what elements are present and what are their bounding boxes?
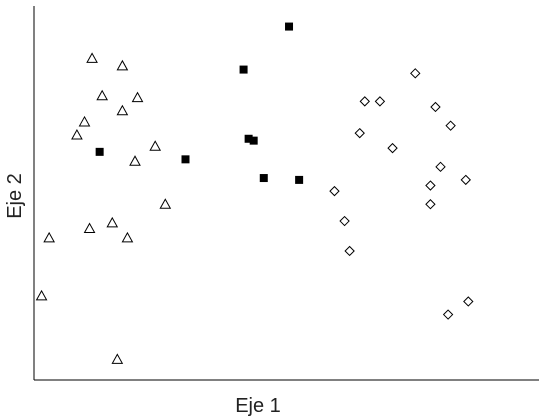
data-point-diamond-open: [359, 96, 370, 107]
data-point-triangle-open: [96, 89, 109, 101]
data-point-triangle-open: [111, 353, 124, 364]
x-axis-title: Eje 1: [235, 395, 281, 417]
data-point-triangle-open: [129, 155, 141, 166]
data-point-triangle-open: [83, 222, 96, 234]
data-point-diamond-open: [442, 309, 454, 320]
data-point-triangle-open: [86, 52, 98, 63]
data-point-diamond-open: [445, 120, 456, 131]
data-point-square-filled: [249, 136, 258, 145]
data-point-diamond-open: [425, 180, 436, 191]
data-point-triangle-open: [121, 231, 134, 243]
data-point-diamond-open: [329, 185, 340, 197]
axes: [33, 6, 539, 381]
data-point-square-filled: [295, 175, 304, 184]
data-point-diamond-open: [410, 68, 421, 79]
data-point-triangle-open: [159, 198, 172, 209]
data-point-triangle-open: [106, 216, 119, 228]
data-points: [35, 22, 474, 364]
data-point-diamond-open: [435, 161, 446, 173]
data-point-diamond-open: [344, 245, 355, 257]
data-point-square-filled: [95, 147, 104, 156]
data-point-triangle-open: [43, 231, 55, 243]
data-point-diamond-open: [387, 142, 398, 154]
y-axis-title: Eje 2: [4, 173, 26, 219]
data-point-diamond-open: [374, 96, 386, 107]
data-point-triangle-open: [149, 140, 162, 151]
data-point-square-filled: [181, 155, 190, 164]
data-point-square-filled: [285, 22, 294, 31]
data-point-square-filled: [239, 65, 248, 74]
data-point-square-filled: [259, 174, 268, 183]
data-point-triangle-open: [71, 129, 83, 140]
data-point-diamond-open: [430, 101, 441, 113]
data-point-diamond-open: [354, 127, 365, 139]
data-point-triangle-open: [116, 59, 129, 71]
data-point-diamond-open: [460, 174, 471, 186]
data-point-triangle-open: [116, 104, 129, 116]
data-point-diamond-open: [463, 296, 474, 307]
data-point-diamond-open: [425, 199, 436, 210]
data-point-triangle-open: [131, 91, 144, 103]
data-point-triangle-open: [78, 115, 91, 127]
data-point-diamond-open: [339, 215, 350, 227]
data-point-triangle-open: [35, 289, 48, 301]
